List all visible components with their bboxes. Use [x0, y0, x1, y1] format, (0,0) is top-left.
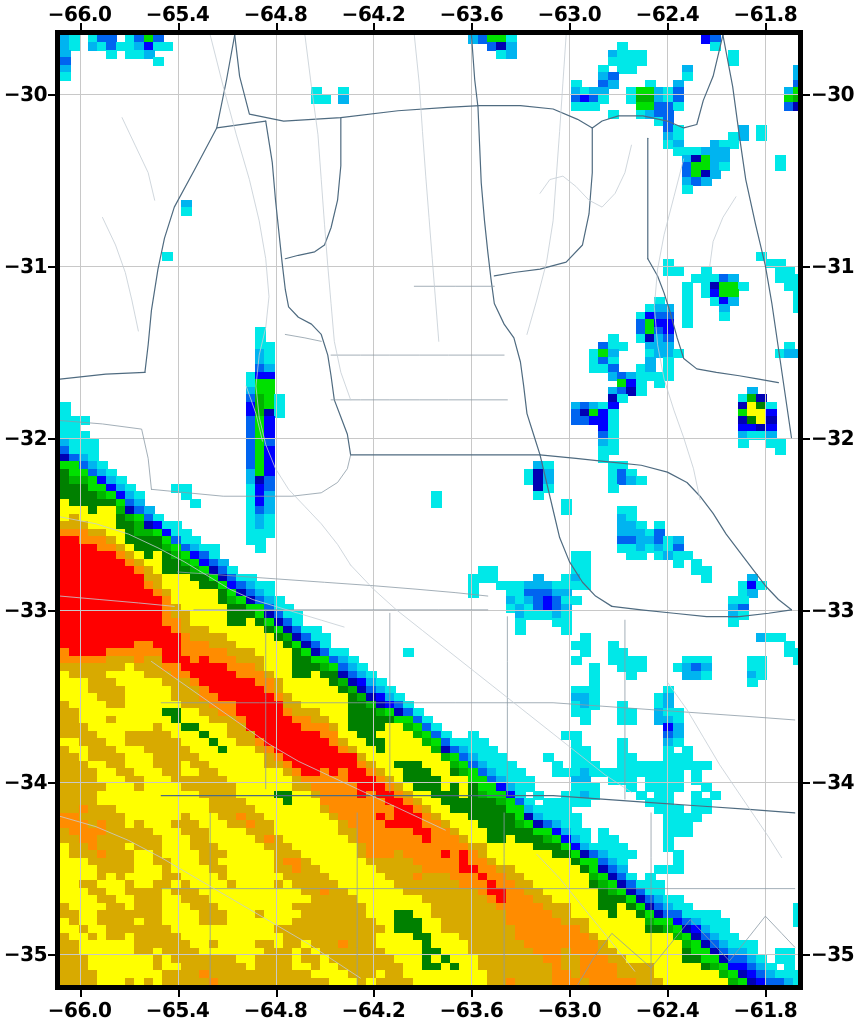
- x-tick-label-bottom-7: −61.8: [733, 998, 798, 1022]
- x-tickmark-top-7: [765, 23, 768, 30]
- y-tickmark-left-0: [48, 93, 55, 96]
- x-tickmark-bottom-2: [275, 990, 278, 997]
- x-tickmark-bottom-0: [79, 990, 82, 997]
- x-tick-label-top-4: −63.6: [439, 2, 504, 26]
- x-tick-label-bottom-0: −66.0: [47, 998, 112, 1022]
- x-tickmark-bottom-4: [471, 990, 474, 997]
- x-tick-label-bottom-4: −63.6: [439, 998, 504, 1022]
- y-tickmark-right-0: [803, 93, 810, 96]
- y-tick-label-left-4: −34: [3, 769, 48, 794]
- x-tickmark-bottom-5: [569, 990, 572, 997]
- x-tickmark-top-1: [177, 23, 180, 30]
- x-tickmark-top-4: [471, 23, 474, 30]
- y-tick-label-left-1: −31: [3, 253, 48, 278]
- y-tickmark-left-4: [48, 781, 55, 784]
- y-tick-label-right-5: −35: [811, 942, 855, 967]
- map-plot-frame: [55, 30, 803, 990]
- y-tickmark-right-5: [803, 954, 810, 957]
- y-tickmark-right-4: [803, 781, 810, 784]
- y-tickmark-right-2: [803, 437, 810, 440]
- x-tickmark-top-0: [79, 23, 82, 30]
- x-tick-label-bottom-3: −64.2: [341, 998, 406, 1022]
- map-plot-area: [60, 35, 798, 985]
- x-tick-label-bottom-1: −65.4: [145, 998, 210, 1022]
- x-tick-label-bottom-6: −62.4: [635, 998, 700, 1022]
- y-tick-label-right-0: −30: [811, 81, 855, 106]
- y-tick-label-right-3: −33: [811, 597, 855, 622]
- x-tickmark-bottom-6: [667, 990, 670, 997]
- y-tickmark-left-3: [48, 609, 55, 612]
- x-tickmark-bottom-7: [765, 990, 768, 997]
- x-tickmark-bottom-1: [177, 990, 180, 997]
- y-tickmark-right-1: [803, 265, 810, 268]
- y-tick-label-right-1: −31: [811, 253, 855, 278]
- x-tick-label-top-7: −61.8: [733, 2, 798, 26]
- x-tickmark-top-5: [569, 23, 572, 30]
- x-tick-label-top-5: −63.0: [537, 2, 602, 26]
- y-tickmark-left-2: [48, 437, 55, 440]
- x-tick-label-top-1: −65.4: [145, 2, 210, 26]
- y-tickmark-left-1: [48, 265, 55, 268]
- x-tick-label-top-0: −66.0: [47, 2, 112, 26]
- y-tickmark-right-3: [803, 609, 810, 612]
- x-tickmark-top-6: [667, 23, 670, 30]
- y-tick-label-left-3: −33: [3, 597, 48, 622]
- x-tickmark-top-3: [373, 23, 376, 30]
- y-tick-label-left-5: −35: [3, 942, 48, 967]
- x-tick-label-top-6: −62.4: [635, 2, 700, 26]
- y-tick-label-left-2: −32: [3, 425, 48, 450]
- y-tick-label-left-0: −30: [3, 81, 48, 106]
- y-tick-label-right-4: −34: [811, 769, 855, 794]
- x-tick-label-bottom-5: −63.0: [537, 998, 602, 1022]
- x-tick-label-bottom-2: −64.8: [243, 998, 308, 1022]
- x-tick-label-top-3: −64.2: [341, 2, 406, 26]
- y-tickmark-left-5: [48, 954, 55, 957]
- x-tick-label-top-2: −64.8: [243, 2, 308, 26]
- x-tickmark-bottom-3: [373, 990, 376, 997]
- x-tickmark-top-2: [275, 23, 278, 30]
- y-tick-label-right-2: −32: [811, 425, 855, 450]
- map-vector-overlay-layer: [60, 35, 798, 985]
